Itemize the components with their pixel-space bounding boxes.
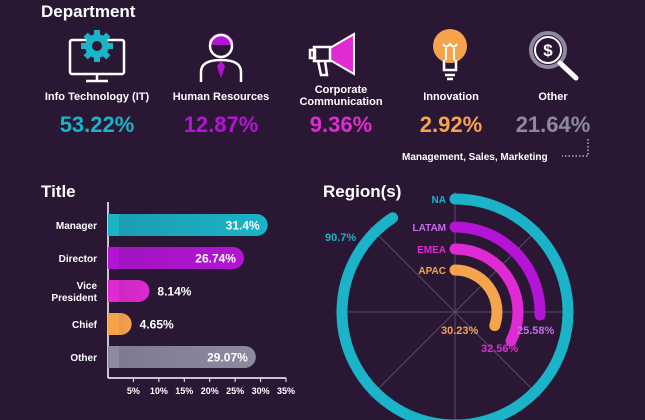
region-value-label: 25.58% [517,325,555,337]
x-tick-label: 10% [150,386,168,396]
dept-label-it: Info Technology (IT) [44,91,150,103]
region-value-label: 32.56% [481,343,519,355]
x-tick-label: 15% [175,386,193,396]
note-dotted-connector [562,139,589,157]
radial-bar [449,264,503,332]
region-label: NA [432,195,446,206]
monitor-gear-icon [68,30,126,83]
radial-gridline [454,311,541,398]
dept-value-corporate-communication: 9.36% [309,112,373,137]
megaphone-icon [308,32,355,77]
region-chart-heading: Region(s) [323,182,402,201]
lightbulb-icon [433,29,467,81]
bar-value-label: 4.65% [140,318,174,332]
title-chart-heading: Title [41,182,76,201]
radial-bar [336,193,574,420]
other-note: Management, Sales, Marketing [402,152,548,163]
region-label: EMEA [417,245,446,256]
svg-text:$: $ [543,41,553,60]
dept-value-innovation: 2.92% [419,112,483,137]
department-title: Department [41,2,136,21]
bar-base [108,280,119,302]
money-search-icon: $ [529,31,579,81]
region-radial-chart: NA LATAM EMEA APAC 90.7% 25.58% 32.56%30.23% [325,192,575,420]
dept-label-hr: Human Resources [172,91,270,103]
bar [108,214,268,236]
x-tick-label: 20% [201,386,219,396]
dept-label-corporate-communication: Corporate Communication [299,84,383,108]
category-label: Vice President [51,281,97,304]
bar [108,247,244,269]
x-tick-label: 25% [226,386,244,396]
radial-gridline [369,311,456,398]
bar-base [108,214,119,236]
dept-value-hr: 12.87% [183,112,259,137]
bar-base [108,313,119,335]
dept-value-it: 53.22% [59,112,135,137]
title-bar-chart: 5% 10% 15% 20% 25% 30% 35% Manager 31.4% Directo… [51,202,295,396]
bar-value-label: 31.4% [226,219,260,233]
dept-label-other: Other [538,91,568,103]
bar-base [108,247,119,269]
category-label: Director [59,254,97,265]
region-label: LATAM [412,223,446,234]
bar-value-label: 26.74% [195,252,236,266]
radial-bar [449,221,546,321]
person-icon [199,33,243,82]
bar [108,346,256,368]
region-label: APAC [418,266,446,277]
radial-bar [449,243,524,347]
bar-base [108,346,119,368]
dept-value-other: 21.64% [515,112,591,137]
dept-label-innovation: Innovation [423,91,479,103]
category-label: Other [70,353,97,364]
bar-value-label: 29.07% [207,351,248,365]
bar-value-label: 8.14% [157,285,191,299]
radial-gridline [369,226,456,313]
x-tick-label: 5% [127,386,140,396]
category-label: Manager [56,221,97,232]
category-label: Chief [72,320,98,331]
x-tick-label: 30% [252,386,270,396]
x-tick-label: 35% [277,386,295,396]
region-value-label: 90.7% [325,232,356,244]
region-value-label: 30.23% [441,325,479,337]
